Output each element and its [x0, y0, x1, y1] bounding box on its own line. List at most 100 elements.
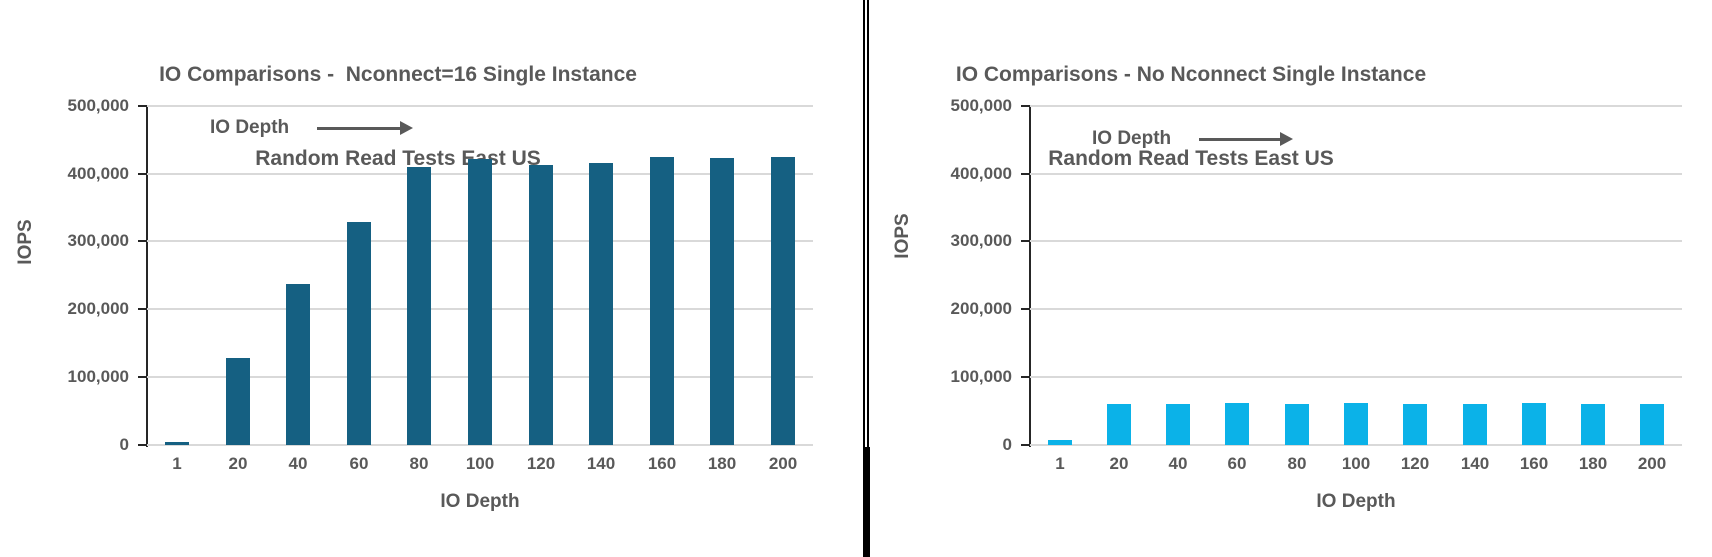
window-divider [858, 0, 872, 557]
gridline [1030, 105, 1682, 107]
x-tick-label: 120 [526, 454, 556, 473]
gridline [1030, 308, 1682, 310]
y-tick-mark [1021, 105, 1030, 107]
bar [1107, 404, 1131, 445]
x-axis-title: IO Depth [440, 491, 520, 512]
y-tick-mark [1021, 308, 1030, 310]
y-axis-line [146, 105, 148, 447]
bar [589, 163, 613, 445]
y-tick-label: 0 [119, 435, 129, 454]
y-tick-label: 500,000 [67, 96, 129, 115]
bar [650, 157, 674, 445]
chart-title-line2: Random Read Tests East US [255, 147, 541, 170]
x-tick-label: 20 [228, 454, 248, 473]
chart-title-line1: IO Comparisons - Nconnect=16 Single Inst… [159, 63, 637, 86]
x-tick-label: 1 [1055, 454, 1065, 473]
y-tick-label: 200,000 [67, 299, 129, 318]
y-tick-label: 100,000 [950, 367, 1012, 386]
x-tick-label: 100 [465, 454, 495, 473]
x-tick-label: 160 [647, 454, 677, 473]
x-tick-label: 40 [1168, 454, 1188, 473]
gridline [1030, 240, 1682, 242]
y-tick-label: 300,000 [950, 231, 1012, 250]
y-tick-mark [138, 376, 147, 378]
y-tick-label: 0 [1002, 435, 1012, 454]
x-tick-label: 1 [172, 454, 182, 473]
io-depth-annotation: IO Depth [1092, 125, 1293, 153]
io-depth-annotation: IO Depth [210, 114, 413, 142]
bar [226, 358, 250, 445]
divider-solid-bottom [863, 447, 870, 557]
y-tick-mark [138, 105, 147, 107]
bar [1285, 404, 1309, 445]
y-tick-mark [1021, 444, 1030, 446]
arrow-right-icon [317, 121, 413, 135]
bar [286, 284, 310, 445]
chart-nconnect16: IO Comparisons - Nconnect=16 Single Inst… [15, 5, 813, 512]
x-tick-label: 120 [1400, 454, 1430, 473]
x-tick-label: 180 [707, 454, 737, 473]
bar [407, 167, 431, 445]
annotation-label: IO Depth [1092, 128, 1172, 149]
chart-title-line2: Random Read Tests East US [1048, 147, 1334, 170]
x-tick-label: 20 [1109, 454, 1129, 473]
chart-title-line1: IO Comparisons - No Nconnect Single Inst… [955, 63, 1427, 86]
y-tick-mark [1021, 376, 1030, 378]
gridline [1030, 376, 1682, 378]
bar [1403, 404, 1427, 445]
y-tick-mark [1021, 240, 1030, 242]
bar [1522, 403, 1546, 445]
x-tick-label: 80 [409, 454, 429, 473]
bar [1581, 404, 1605, 445]
gridline [147, 105, 813, 107]
x-axis-title: IO Depth [1316, 491, 1396, 512]
bar [771, 157, 795, 445]
y-tick-label: 100,000 [67, 367, 129, 386]
x-tick-label: 140 [586, 454, 616, 473]
y-axis-line [1029, 105, 1031, 447]
annotation-label: IO Depth [210, 117, 290, 138]
arrow-head [400, 121, 413, 135]
bar [529, 165, 553, 445]
bar [468, 159, 492, 445]
gridline [147, 444, 813, 446]
bar [1166, 404, 1190, 445]
bar [1463, 404, 1487, 445]
y-tick-mark [138, 173, 147, 175]
x-tick-label: 200 [1637, 454, 1667, 473]
x-tick-label: 60 [1227, 454, 1247, 473]
chart-no-nconnect: IO Comparisons - No Nconnect Single Inst… [871, 0, 1712, 557]
gridline [1030, 444, 1682, 446]
bar [1344, 403, 1368, 445]
arrow-right-icon [1199, 132, 1293, 146]
x-tick-label: 100 [1341, 454, 1371, 473]
y-tick-mark [1021, 173, 1030, 175]
arrow-line [317, 127, 404, 130]
bar [1640, 404, 1664, 445]
bar [1225, 403, 1249, 445]
y-tick-label: 400,000 [950, 164, 1012, 183]
y-tick-mark [138, 444, 147, 446]
y-tick-mark [138, 240, 147, 242]
y-tick-label: 500,000 [950, 96, 1012, 115]
gridline [1030, 173, 1682, 175]
y-tick-label: 400,000 [67, 164, 129, 183]
chart-title: IO Comparisons - No Nconnect Single Inst… [851, 5, 1531, 229]
y-tick-label: 300,000 [67, 231, 129, 250]
x-tick-label: 140 [1460, 454, 1490, 473]
x-tick-label: 60 [349, 454, 369, 473]
divider-line-right [867, 0, 869, 447]
x-tick-label: 40 [288, 454, 308, 473]
bar [710, 158, 734, 445]
x-tick-label: 160 [1519, 454, 1549, 473]
bar [165, 442, 189, 445]
x-tick-label: 180 [1578, 454, 1608, 473]
divider-line-left [863, 0, 865, 447]
y-tick-mark [138, 308, 147, 310]
x-tick-label: 200 [768, 454, 798, 473]
bar [347, 222, 371, 445]
chart-title: IO Comparisons - Nconnect=16 Single Inst… [58, 5, 738, 229]
bar [1048, 440, 1072, 445]
x-tick-label: 80 [1287, 454, 1307, 473]
